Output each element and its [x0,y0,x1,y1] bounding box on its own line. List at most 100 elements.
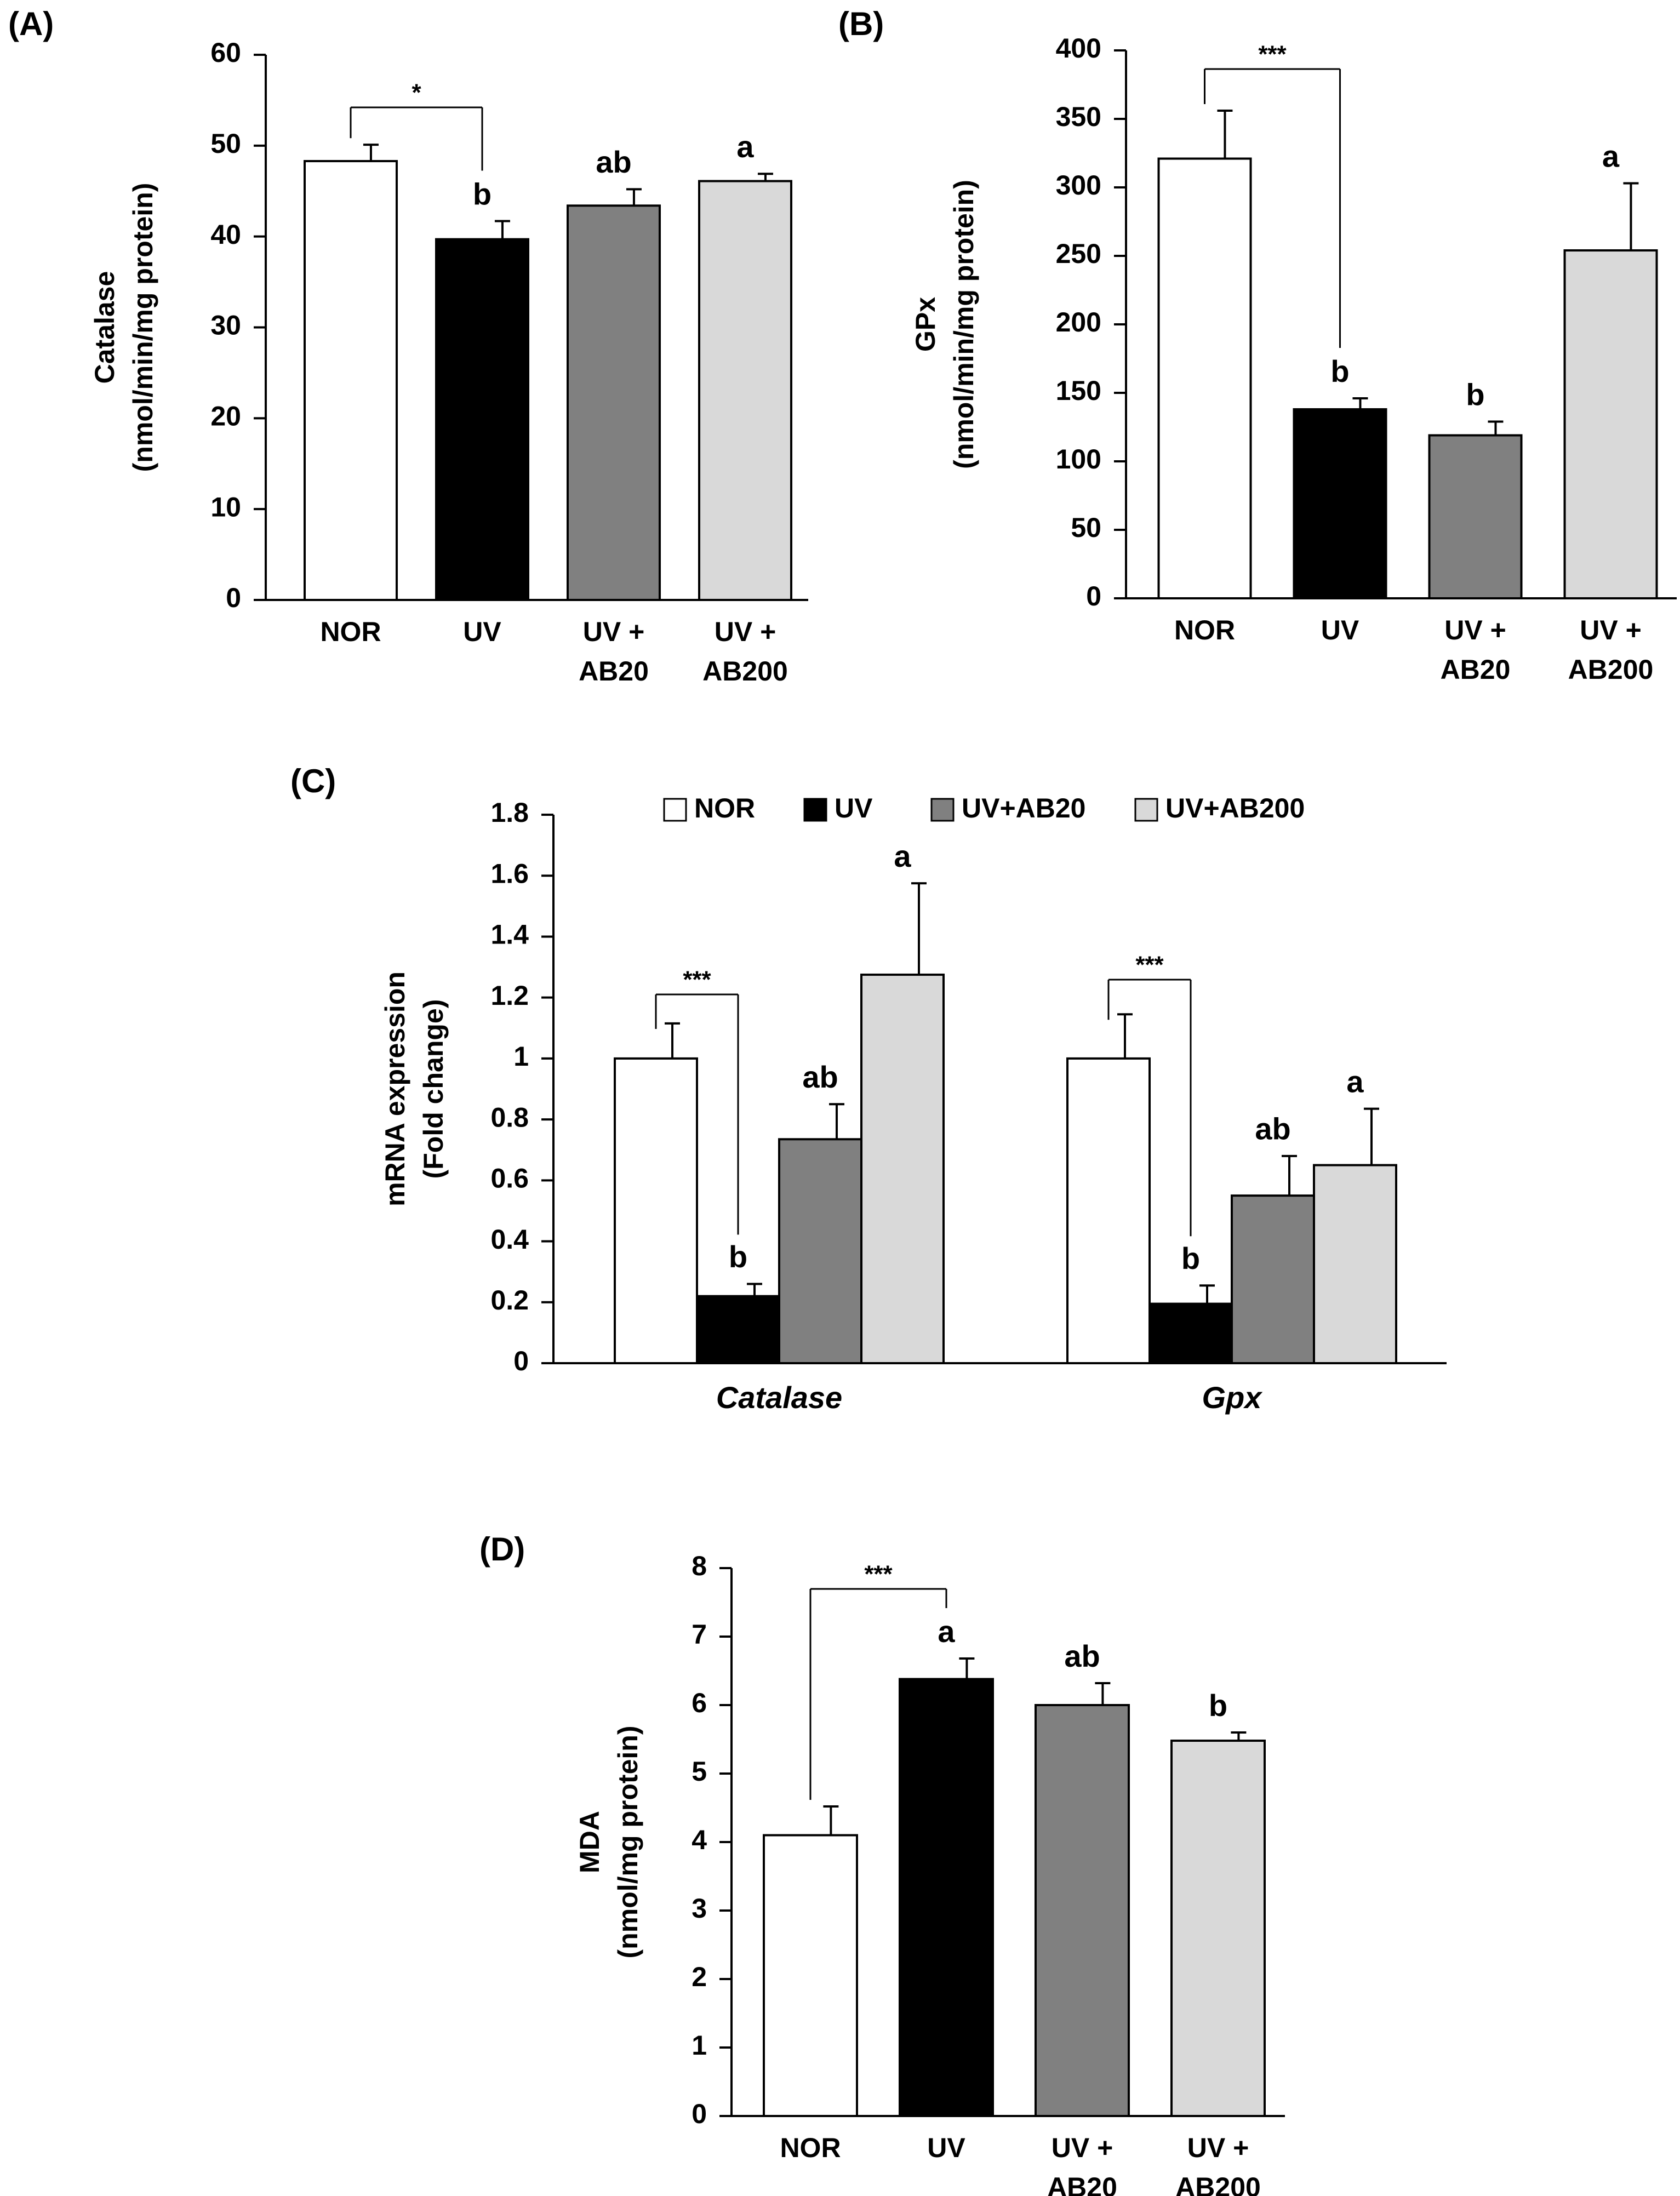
y-tick-label: 1.6 [490,858,529,889]
significance-letter: b [1181,1241,1200,1276]
significance-stars: * [412,79,421,106]
x-tick-label: UV + [1187,2132,1249,2163]
x-tick-label: NOR [1174,615,1235,645]
significance-stars: *** [1135,952,1164,979]
significance-letter: b [1466,377,1484,411]
bar-uv-ab200 [1313,1164,1397,1365]
bar-uv-ab200 [1170,1740,1266,2117]
bar-uv-ab20 [1035,1704,1130,2117]
legend-swatch [930,798,955,822]
bar-uv-ab200 [698,180,792,601]
y-tick-label: 60 [210,37,241,68]
y-tick-label: 0 [226,582,241,613]
y-tick-label: 40 [210,219,241,250]
x-tick-label: UV [1321,615,1359,645]
y-tick-label: 8 [692,1551,707,1581]
y-tick-label: 0 [513,1346,529,1376]
x-tick-label: Gpx [1202,1380,1264,1415]
y-tick-label: 0.6 [490,1163,529,1194]
bar-uv-ab200 [1563,249,1658,599]
panel-label: (B) [838,5,884,42]
x-tick-label: UV + [1052,2132,1113,2163]
legend-swatch [1134,798,1158,822]
significance-letter: a [938,1614,955,1649]
legend-label: UV+AB20 [962,793,1086,824]
significance-bracket [350,106,483,171]
significance-stars: *** [683,967,711,993]
significance-bracket [655,993,739,1235]
y-tick-label: 3 [692,1893,707,1924]
legend-swatch [663,798,687,822]
significance-bracket [809,1588,947,1800]
y-tick-label: 350 [1056,101,1101,132]
panel-d: (D) 0 1 2 3 4 5 6 7 8 MDA (nmol/mg protein) NOR a UV ab… [479,1531,1285,2196]
y-tick-label: 30 [210,310,241,341]
y-tick-label: 150 [1056,375,1101,406]
bar-uv-ab200 [860,973,945,1365]
y-tick-label: 5 [692,1756,707,1787]
y-tick-label: 0.4 [490,1224,529,1255]
bar-uv-ab20 [1231,1194,1315,1365]
x-tick-label: UV + [583,616,645,647]
bar-uv-ab20 [567,204,661,601]
significance-bracket [1107,979,1192,1237]
panel-label: (A) [8,5,54,42]
y-tick-label: 20 [210,401,241,432]
significance-bracket [1204,68,1341,348]
x-tick-label: AB200 [1175,2172,1261,2196]
y-tick-label: 1 [513,1041,529,1072]
y-tick-label: 2 [692,1961,707,1992]
y-axis-title-units: (nmol/min/mg protein) [948,180,979,469]
x-tick-label: AB200 [702,656,788,687]
significance-stars: *** [864,1561,893,1588]
y-tick-label: 7 [692,1619,707,1650]
y-tick-label: 250 [1056,238,1101,269]
y-tick-label: 100 [1056,444,1101,474]
y-tick-label: 1.8 [490,797,529,828]
y-axis-title: mRNA expression [380,971,410,1206]
legend-label: NOR [694,793,755,824]
x-tick-label: UV + [1444,615,1506,645]
panel-label: (C) [290,763,336,799]
y-axis-title-units: (Fold change) [418,999,449,1179]
y-tick-label: 50 [210,128,241,159]
significance-letter: a [894,839,911,873]
x-tick-label: NOR [780,2132,841,2163]
bar-uv [435,238,529,601]
panel-label: (D) [479,1531,525,1568]
bar-uv-ab20 [1428,434,1523,599]
y-tick-label: 4 [692,1825,707,1855]
bar-nor [304,160,398,601]
y-tick-label: 0.2 [490,1285,529,1316]
bar-uv [1293,408,1387,599]
y-tick-label: 1.4 [490,919,529,950]
y-tick-label: 50 [1071,512,1101,543]
y-tick-label: 0.8 [490,1102,529,1133]
y-axis-title-units: (nmol/min/mg protein) [128,183,158,472]
y-tick-label: 10 [210,491,241,522]
legend-label: UV [835,793,873,824]
significance-letter: a [1602,139,1620,173]
y-tick-label: 0 [692,2098,707,2129]
legend-swatch [803,798,827,822]
legend: NOR UV UV+AB20 UV+AB200 [663,793,1305,824]
bar-uv [696,1295,780,1364]
x-tick-label: AB20 [1047,2172,1117,2196]
bar-uv [1148,1302,1233,1365]
y-tick-label: 6 [692,1688,707,1718]
x-tick-label: NOR [320,616,381,647]
bar-uv [899,1678,994,2117]
panel-b: (B) 0 50 100 150 200 250 300 350 400 GPx (nmol/min/… [838,5,1677,685]
y-axis-title: GPx [910,297,941,352]
significance-stars: *** [1258,41,1287,68]
significance-letter: a [1346,1064,1364,1099]
y-axis-title: MDA [574,1811,605,1873]
x-tick-label: AB20 [1441,654,1511,685]
bar-nor [763,1834,858,2117]
y-tick-label: 400 [1056,33,1101,64]
significance-letter: b [1209,1688,1227,1723]
significance-letter: b [473,176,492,211]
legend-label: UV+AB200 [1165,793,1305,824]
significance-letter: b [729,1239,747,1274]
